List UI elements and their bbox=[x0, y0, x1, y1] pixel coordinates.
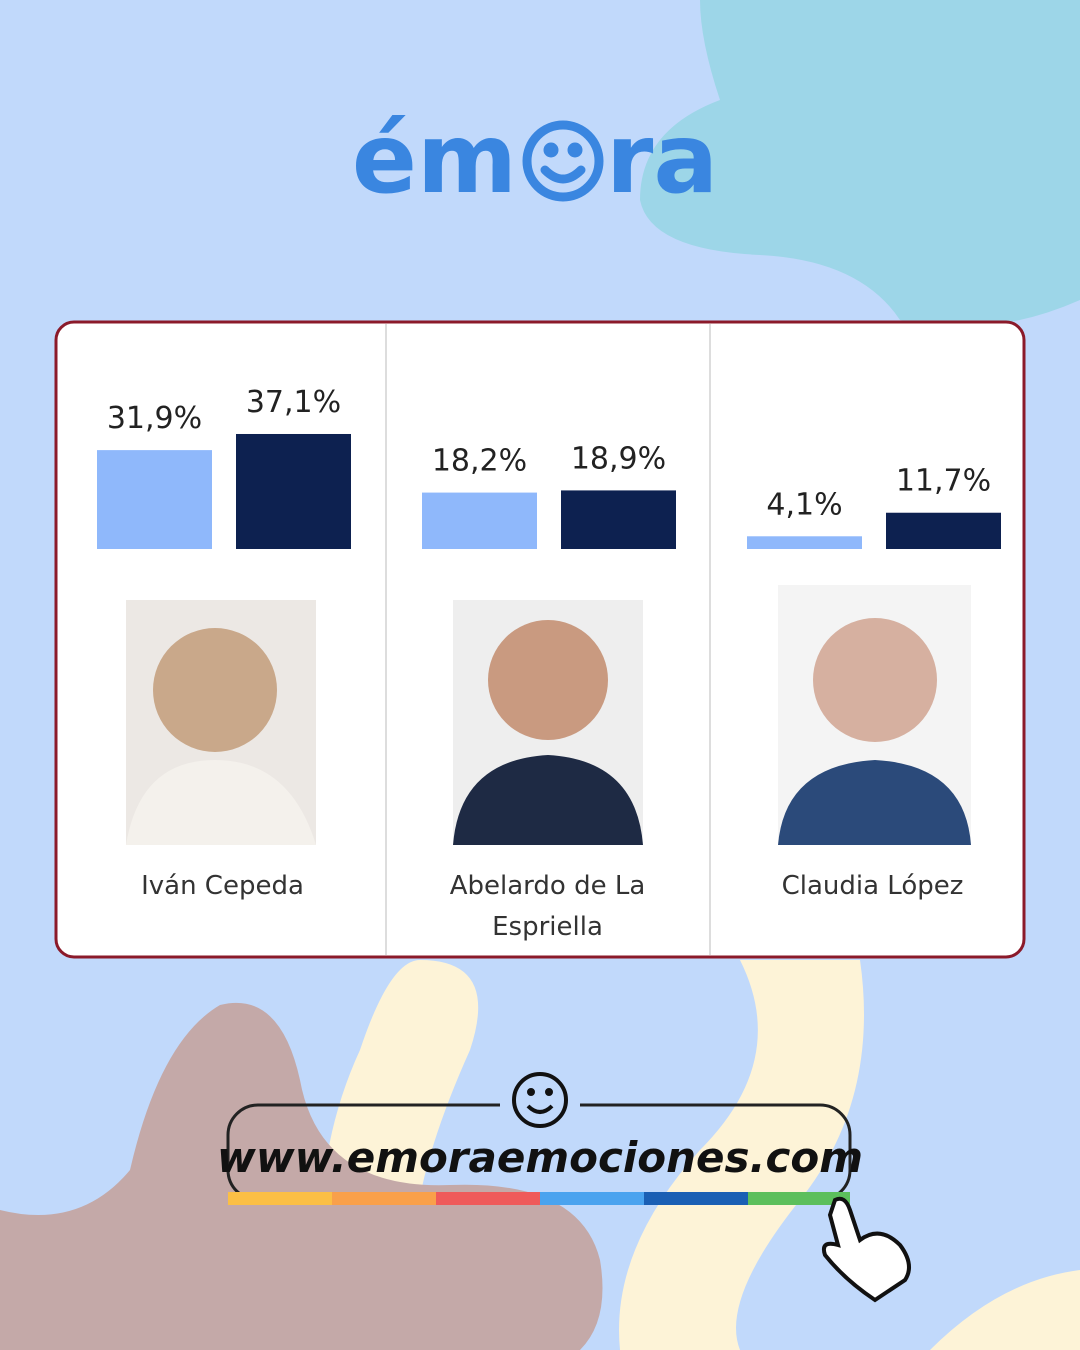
candidate-name: Abelardo de La Espriella bbox=[449, 871, 646, 942]
bar bbox=[97, 450, 212, 549]
value-label: 4,1% bbox=[766, 487, 842, 522]
logo-text: ém bbox=[352, 103, 517, 215]
bar bbox=[747, 536, 862, 549]
value-label: 31,9% bbox=[107, 401, 202, 436]
logo-smiley bbox=[522, 120, 604, 202]
bar bbox=[422, 492, 537, 549]
value-label: 18,9% bbox=[571, 441, 666, 476]
mauve-blob bbox=[0, 1002, 603, 1350]
color-stripe bbox=[228, 1192, 850, 1205]
candidate-name: Iván Cepeda bbox=[141, 871, 304, 901]
value-label: 11,7% bbox=[896, 464, 991, 499]
url-smiley bbox=[512, 1072, 568, 1128]
logo-text: ra bbox=[606, 103, 718, 215]
cream-wave bbox=[619, 960, 864, 1350]
teal-blob bbox=[640, 0, 1080, 327]
bar bbox=[886, 512, 1001, 549]
bar bbox=[561, 490, 676, 549]
cream-wave bbox=[930, 1270, 1080, 1350]
value-label: 37,1% bbox=[246, 385, 341, 420]
hand-cursor bbox=[821, 1196, 911, 1303]
candidate-name: Claudia López bbox=[781, 871, 964, 901]
url-text[interactable]: www.emoraemociones.com bbox=[217, 1133, 863, 1182]
value-label: 18,2% bbox=[432, 444, 527, 479]
bar bbox=[236, 433, 351, 549]
photo-placeholder bbox=[126, 585, 971, 845]
frame-gap bbox=[500, 1090, 580, 1120]
